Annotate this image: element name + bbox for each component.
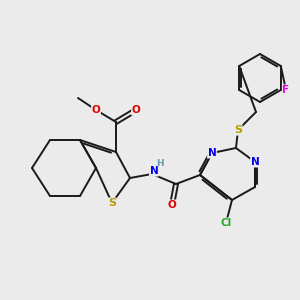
Text: S: S	[108, 198, 116, 208]
Text: N: N	[250, 157, 260, 167]
Text: N: N	[208, 148, 216, 158]
Text: S: S	[234, 125, 242, 135]
Text: N: N	[150, 166, 158, 176]
Text: O: O	[168, 200, 176, 210]
Text: Cl: Cl	[220, 218, 232, 228]
Text: F: F	[282, 85, 290, 95]
Text: O: O	[132, 105, 140, 115]
Text: H: H	[156, 160, 164, 169]
Text: O: O	[92, 105, 100, 115]
